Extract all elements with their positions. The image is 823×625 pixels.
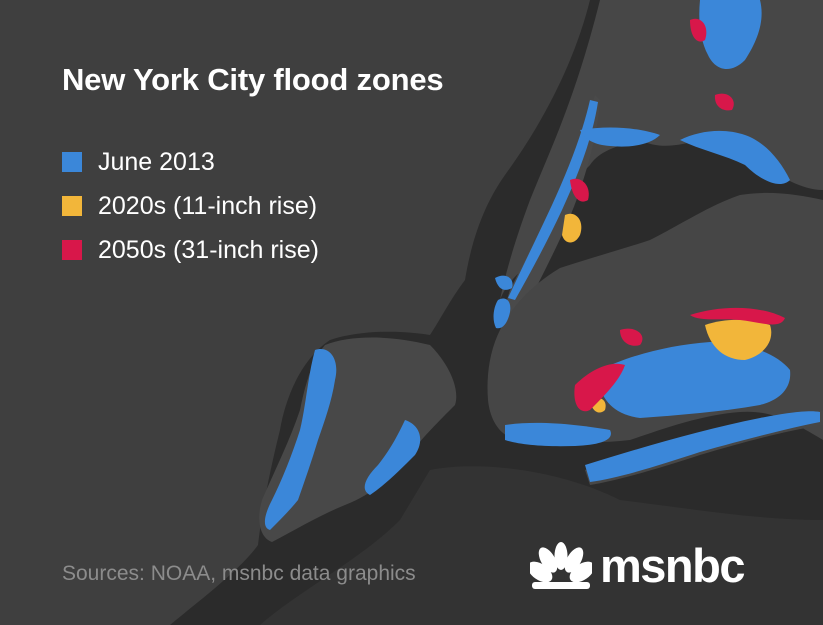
flood-2050s-north — [714, 93, 734, 111]
map-title: New York City flood zones — [62, 62, 444, 97]
legend-item-june-2013: June 2013 — [62, 140, 319, 184]
legend-swatch-red — [62, 240, 82, 260]
flood-2050s-east — [620, 328, 643, 346]
flood-upper-harbor — [495, 275, 513, 290]
new-jersey-land — [0, 0, 590, 625]
flood-manhattan-west — [508, 100, 598, 300]
flood-2020s-queens — [562, 213, 582, 243]
legend-label: June 2013 — [98, 147, 215, 176]
nbc-peacock-icon — [530, 541, 592, 589]
flood-rockaway — [585, 411, 820, 482]
legend-swatch-yellow — [62, 196, 82, 216]
flood-jamaica-bay — [600, 342, 791, 418]
brand-name: msnbc — [600, 539, 746, 592]
flood-brooklyn-south — [505, 422, 611, 447]
ocean — [260, 466, 823, 625]
flood-2050s-jfk-north — [690, 307, 785, 325]
flood-staten-island-west — [264, 349, 337, 530]
flood-lower-manhattan — [493, 298, 511, 329]
legend-item-2050s: 2050s (31-inch rise) — [62, 228, 319, 272]
flood-2050s-brooklyn — [574, 363, 625, 412]
legend-item-2020s: 2020s (11-inch rise) — [62, 184, 319, 228]
legend-swatch-blue — [62, 152, 82, 172]
legend-label: 2020s (11-inch rise) — [98, 191, 318, 220]
bronx-land — [500, 0, 823, 300]
flood-bronx-south — [580, 127, 660, 147]
sources-credit: Sources: NOAA, msnbc data graphics — [62, 562, 416, 585]
flood-zones-2013 — [264, 0, 820, 530]
flood-2050s-bronx — [690, 18, 707, 42]
flood-queens-north — [680, 130, 790, 185]
legend: June 2013 2020s (11-inch rise) 2050s (31… — [62, 140, 319, 272]
legend-label: 2050s (31-inch rise) — [98, 235, 319, 264]
flood-upper-east — [699, 0, 762, 70]
flood-staten-island-east — [364, 420, 421, 495]
flood-zones-2050s — [570, 18, 785, 412]
flood-2020s-jfk — [705, 319, 772, 360]
msnbc-logo: msnbc — [530, 538, 746, 593]
flood-2050s-queens — [570, 178, 589, 202]
